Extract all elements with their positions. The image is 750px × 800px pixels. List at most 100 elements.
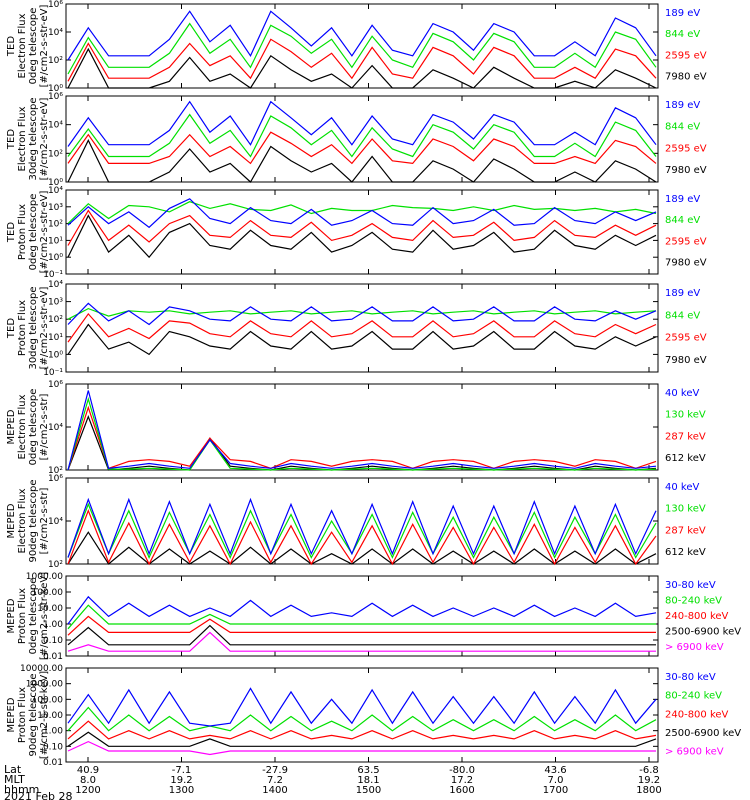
x-tick-lat: 40.9 <box>77 765 99 776</box>
legend-entry: 612 keV <box>665 547 706 558</box>
panel-frame <box>65 383 659 471</box>
y-axis-label-line: MEPED <box>6 697 17 732</box>
x-tick-mlt: 7.2 <box>267 775 283 786</box>
y-axis-label: MEPEDProton Flux90deg telescope[#/cm2-s-… <box>6 671 50 759</box>
y-axis-label-line: Electron Flux <box>17 106 28 171</box>
y-axis-label: TEDElectron Flux0deg telescope[#/cm2-s-s… <box>6 5 50 88</box>
legend-entry: 189 eV <box>665 194 700 205</box>
panel-frame <box>65 3 659 89</box>
legend-entry: 844 eV <box>665 215 700 226</box>
panel-frame <box>65 95 659 183</box>
date-label: 2021 Feb 28 <box>4 790 72 800</box>
y-tick-label: 10⁰ <box>48 253 63 263</box>
y-axis-label: TEDProton Flux30deg telescope[#/cm2-s-st… <box>6 286 50 369</box>
y-axis-label-line: [#/cm2-s-str-eV] <box>39 191 50 274</box>
series-line-2 <box>67 405 657 471</box>
series-line-1 <box>67 214 657 259</box>
series-line-2 <box>67 209 657 246</box>
x-tick-mlt: 18.1 <box>357 775 379 786</box>
y-axis-label-line: 30deg telescope <box>28 286 39 369</box>
legend-entry: 189 eV <box>665 288 700 299</box>
legend-entry: > 6900 keV <box>665 747 724 758</box>
series-line-5 <box>67 595 657 625</box>
y-tick-label: 100.00 <box>32 695 64 705</box>
y-axis-label-line: TED <box>6 318 17 339</box>
series-line-4 <box>67 497 657 558</box>
y-axis-label-line: MEPED <box>6 598 17 633</box>
series-line-3 <box>67 615 656 636</box>
legend-entry: 7980 eV <box>665 71 707 82</box>
y-tick-label: 10000.00 <box>20 664 63 674</box>
series-line-2 <box>67 509 657 566</box>
y-tick-label: 10² <box>48 315 63 325</box>
row-label-mlt: MLT <box>4 773 25 786</box>
legend-entry: 2595 eV <box>665 143 707 154</box>
y-tick-label: 1000.00 <box>26 680 63 690</box>
series-line-1 <box>67 323 657 356</box>
y-axis-label-line: Proton Flux <box>17 204 28 260</box>
y-tick-label: 10⁴ <box>48 28 63 38</box>
x-axis-rows: Lat MLT hhmm 40.98.01200-7.119.21300-27.… <box>4 763 662 796</box>
series-line-2 <box>67 38 657 82</box>
series-line-3 <box>67 720 657 740</box>
y-tick-label: 10⁴ <box>48 423 63 433</box>
series-line-4 <box>67 302 657 326</box>
x-tick-hhmm: 1400 <box>262 785 287 796</box>
legend-entry: 844 eV <box>665 310 700 321</box>
panel-frame <box>65 189 659 275</box>
y-tick-label: 10⁴ <box>48 517 63 527</box>
y-axis-label-line: Electron Flux <box>17 13 28 78</box>
series-line-4 <box>67 100 657 147</box>
series-line-1 <box>67 415 657 471</box>
x-tick-lat: -6.8 <box>639 765 659 776</box>
y-tick-label: 10⁻¹ <box>43 270 63 280</box>
legend-entry: 2500-6900 keV <box>665 728 741 739</box>
x-tick-mlt: 8.0 <box>80 775 96 786</box>
series-line-4 <box>67 390 657 471</box>
x-tick-mlt: 19.2 <box>638 775 660 786</box>
panel-8: 0.010.101.0010.00100.001000.0010000.00ME… <box>6 664 741 768</box>
series-line-3 <box>67 22 657 75</box>
panel-frame <box>65 283 659 373</box>
series-line-2 <box>67 312 657 343</box>
legend-entry: 2595 eV <box>665 50 707 61</box>
y-tick-label: 10² <box>48 466 63 476</box>
y-axis-label-line: TED <box>6 36 17 57</box>
legend-entry: 30-80 keV <box>665 672 716 683</box>
y-tick-label: 10² <box>48 149 63 159</box>
series-line-2 <box>67 731 657 747</box>
y-tick-label: 1.00 <box>43 727 63 737</box>
x-tick-hhmm: 1600 <box>449 785 474 796</box>
y-axis-label-line: MEPED <box>6 409 17 444</box>
y-tick-label: 10.00 <box>37 604 63 614</box>
x-tick-hhmm: 1300 <box>169 785 194 796</box>
legend-entry: 2500-6900 keV <box>665 627 741 638</box>
y-axis-label: MEPEDElectron Flux0deg telescope[#/cm2-s… <box>6 389 50 466</box>
x-tick-labels: 40.98.01200-7.119.21300-27.97.2140063.51… <box>75 765 661 796</box>
y-axis-label-line: Proton Flux <box>17 300 28 356</box>
legend-entry: 287 keV <box>665 431 706 442</box>
x-tick-lat: -80.0 <box>449 765 475 776</box>
legend-entry: 130 keV <box>665 410 706 421</box>
y-axis-label-line: 90deg telescope <box>28 479 39 562</box>
y-tick-label: 0.01 <box>43 652 63 662</box>
y-axis-label-line: [#/cm2-s-str] <box>39 487 50 554</box>
y-axis-label-line: MEPED <box>6 503 17 538</box>
y-tick-label: 10² <box>48 220 63 230</box>
x-tick-lat: -27.9 <box>262 765 288 776</box>
y-tick-label: 10⁶ <box>48 0 63 10</box>
y-tick-label: 0.10 <box>43 742 63 752</box>
panel-frame <box>65 575 659 657</box>
y-axis-label-line: Electron Flux <box>17 488 28 553</box>
y-axis-label-line: [#/cm2-s-str-eV] <box>39 287 50 370</box>
y-axis-label-line: Electron Flux <box>17 394 28 459</box>
legend-entry: 189 eV <box>665 100 700 111</box>
y-axis-label: MEPEDElectron Flux90deg telescope[#/cm2-… <box>6 479 50 562</box>
legend-entry: 189 eV <box>665 8 700 19</box>
y-tick-label: 10⁰ <box>48 178 63 188</box>
y-tick-label: 10¹ <box>48 333 63 343</box>
